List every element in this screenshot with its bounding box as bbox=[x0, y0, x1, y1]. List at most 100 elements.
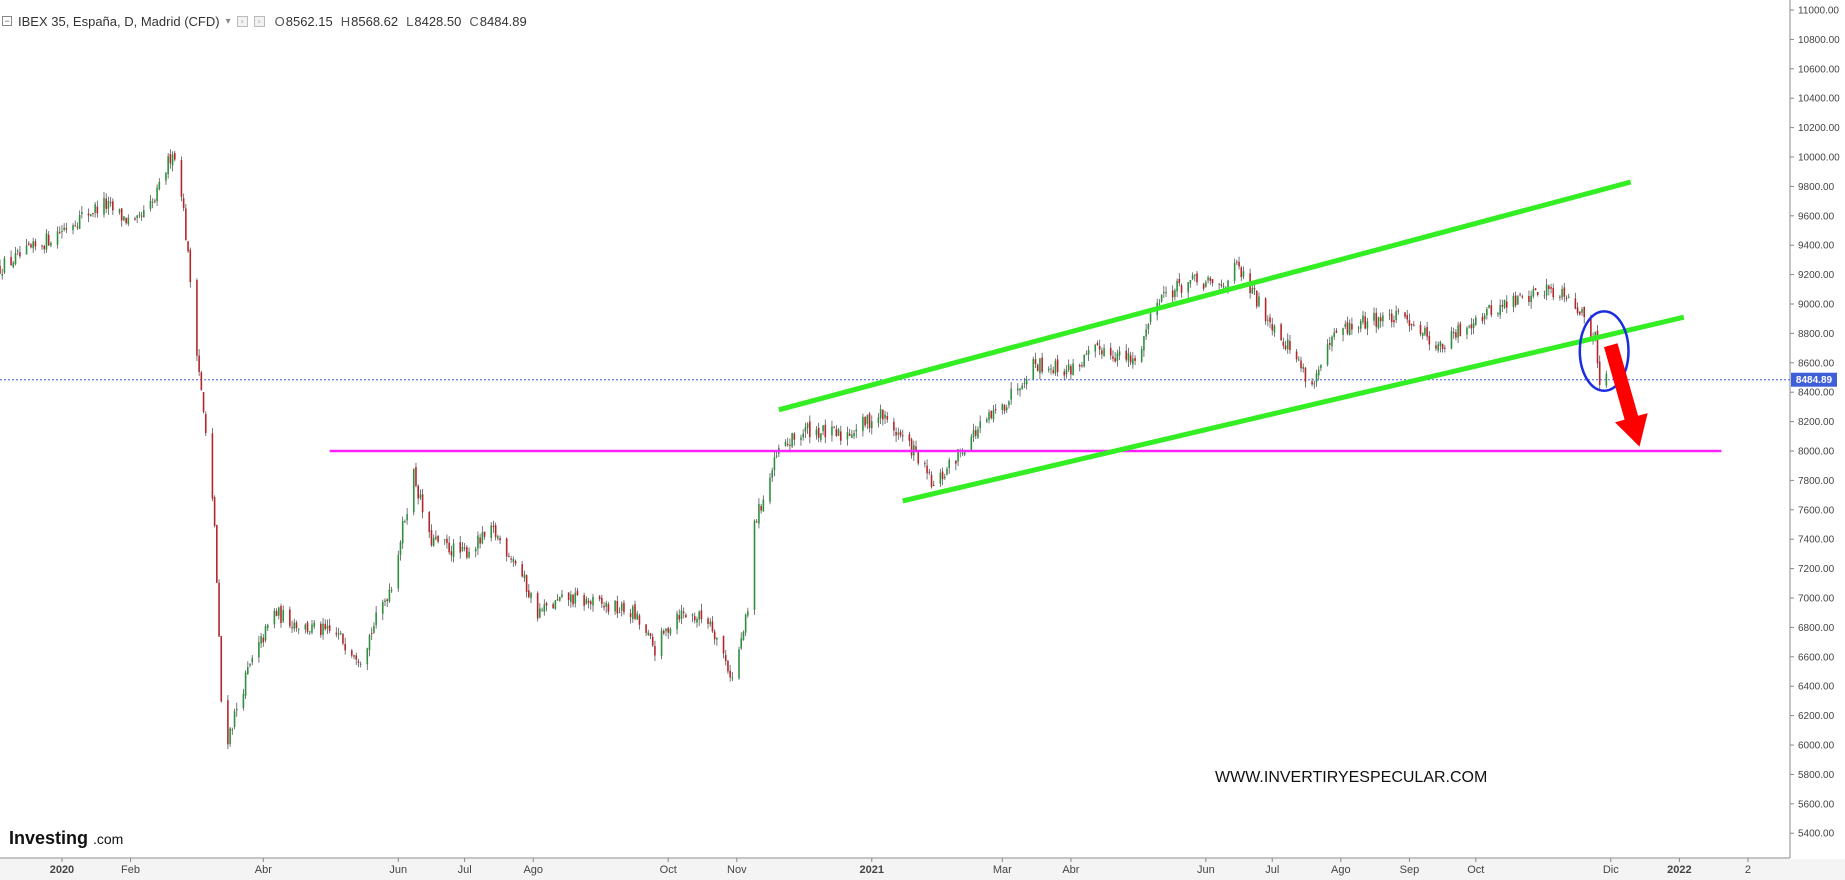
y-tick-label: 7800.00 bbox=[1798, 476, 1835, 487]
eye-icon[interactable]: ◦ bbox=[236, 15, 248, 27]
candle bbox=[109, 197, 112, 207]
candle bbox=[1255, 290, 1258, 309]
chevron-down-icon[interactable]: ▾ bbox=[225, 15, 231, 27]
y-tick-label: 6400.00 bbox=[1798, 682, 1835, 693]
candle bbox=[452, 538, 455, 563]
y-tick-label: 8400.00 bbox=[1798, 388, 1835, 399]
y-tick-label: 5600.00 bbox=[1798, 799, 1835, 810]
candle bbox=[258, 635, 260, 663]
candle bbox=[1342, 327, 1344, 342]
candle bbox=[1428, 331, 1431, 351]
candle bbox=[634, 600, 636, 621]
candle bbox=[468, 547, 470, 559]
candle bbox=[1289, 334, 1291, 354]
candle bbox=[118, 208, 121, 215]
candle bbox=[893, 417, 895, 437]
candle bbox=[1129, 351, 1132, 365]
candle bbox=[1499, 299, 1501, 319]
candle bbox=[180, 156, 183, 202]
candle bbox=[494, 522, 497, 541]
candle bbox=[244, 670, 247, 699]
candle bbox=[220, 635, 223, 703]
candle bbox=[1240, 265, 1243, 281]
settings-icon[interactable]: ◦ bbox=[253, 15, 265, 27]
candle bbox=[134, 216, 136, 221]
candle bbox=[123, 215, 125, 222]
candle bbox=[1505, 295, 1508, 314]
candle bbox=[1001, 403, 1004, 415]
candle bbox=[169, 149, 172, 169]
candle bbox=[1109, 342, 1112, 360]
candle bbox=[167, 152, 169, 179]
candle bbox=[1132, 352, 1134, 369]
candle bbox=[536, 591, 539, 622]
instrument-title[interactable]: IBEX 35, España, D, Madrid (CFD) bbox=[18, 13, 220, 29]
y-tick-label: 10400.00 bbox=[1798, 94, 1840, 105]
candle bbox=[709, 617, 712, 627]
x-tick-label: 2 bbox=[1745, 864, 1751, 876]
candle bbox=[1390, 309, 1393, 328]
candle bbox=[404, 519, 406, 524]
candle bbox=[1444, 345, 1446, 353]
candle bbox=[187, 240, 189, 253]
candle bbox=[711, 616, 714, 633]
candle bbox=[1596, 325, 1599, 368]
candle bbox=[1242, 266, 1245, 280]
candle bbox=[603, 601, 605, 611]
candle bbox=[355, 652, 358, 666]
candle bbox=[1300, 356, 1302, 372]
candle bbox=[138, 211, 141, 219]
candle bbox=[740, 632, 743, 650]
candle bbox=[570, 590, 572, 608]
candle bbox=[58, 226, 61, 234]
candle bbox=[574, 587, 577, 608]
candle bbox=[747, 607, 749, 618]
candle bbox=[685, 612, 687, 618]
candle bbox=[490, 522, 492, 542]
candle bbox=[678, 609, 681, 623]
candle bbox=[50, 241, 52, 248]
candle bbox=[908, 431, 911, 447]
candle bbox=[585, 596, 588, 605]
candle bbox=[72, 223, 74, 235]
candle bbox=[412, 468, 415, 516]
y-tick-label: 7400.00 bbox=[1798, 535, 1835, 546]
candle bbox=[879, 404, 882, 424]
candle bbox=[1481, 313, 1484, 325]
candle bbox=[320, 621, 322, 638]
candle bbox=[587, 598, 590, 609]
candle bbox=[446, 534, 448, 549]
candle bbox=[231, 727, 234, 735]
candle bbox=[970, 433, 973, 452]
candle bbox=[979, 415, 981, 434]
candle bbox=[1211, 279, 1214, 287]
candle bbox=[941, 467, 944, 486]
candle bbox=[988, 409, 990, 424]
candle bbox=[1521, 294, 1524, 300]
candle bbox=[74, 220, 77, 227]
candle bbox=[839, 425, 842, 446]
candle bbox=[92, 212, 94, 217]
candle bbox=[820, 433, 822, 443]
minus-box-icon[interactable]: − bbox=[2, 16, 12, 26]
candle bbox=[266, 623, 269, 631]
candle bbox=[769, 473, 771, 505]
candle bbox=[419, 489, 422, 500]
candle bbox=[260, 632, 262, 649]
last-price-box bbox=[1791, 372, 1837, 387]
candle bbox=[1565, 295, 1568, 302]
candlestick-series bbox=[0, 149, 1608, 750]
candle bbox=[521, 561, 523, 578]
candle bbox=[233, 708, 236, 730]
candle bbox=[696, 616, 698, 628]
candle bbox=[1063, 368, 1066, 381]
candle bbox=[154, 198, 156, 204]
candle bbox=[528, 583, 530, 599]
candle bbox=[1021, 382, 1024, 390]
candle bbox=[1036, 363, 1039, 372]
candle bbox=[508, 552, 510, 558]
candle bbox=[1178, 273, 1181, 287]
candle bbox=[1413, 320, 1415, 327]
candle bbox=[1163, 285, 1165, 298]
